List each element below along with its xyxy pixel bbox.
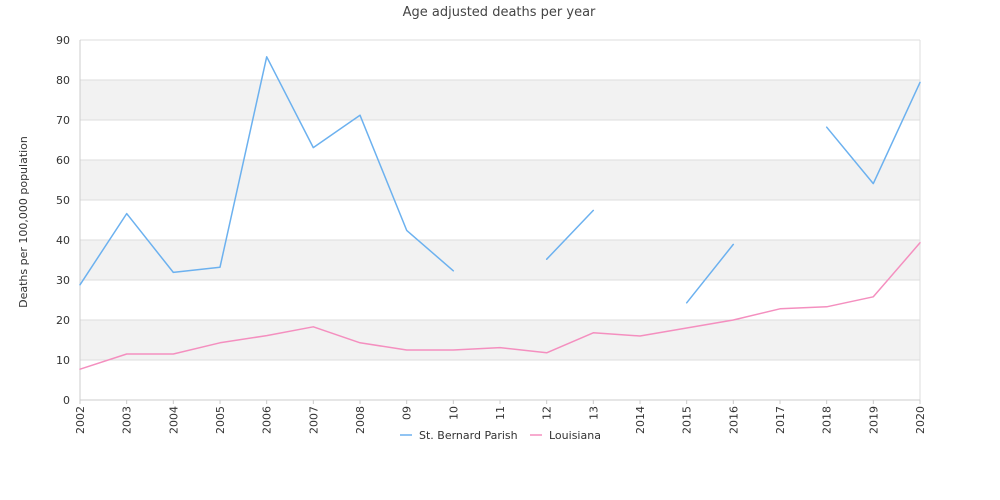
series-line-louisiana	[79, 242, 921, 370]
gridlines	[79, 39, 921, 401]
x-tick-label: 10	[447, 406, 460, 420]
x-tick-label: 2014	[634, 406, 647, 434]
grid-band	[80, 80, 920, 120]
x-tick-label: 2006	[261, 406, 274, 434]
x-tick-label: 2008	[354, 406, 367, 434]
x-tick-label: 09	[401, 406, 414, 420]
grid-band	[80, 160, 920, 200]
y-tick-label: 10	[56, 354, 70, 367]
x-tick-label: 2015	[681, 406, 694, 434]
x-axis-ticks: 2002 2003 2004 2005 2006 2007 2008 09 10 11 12 13 20…	[74, 400, 927, 434]
x-tick-label: 2007	[307, 406, 320, 434]
grid-band	[80, 40, 920, 80]
x-tick-label: 11	[494, 406, 507, 420]
y-tick-label: 80	[56, 74, 70, 87]
x-tick-label: 2019	[867, 406, 880, 434]
y-axis-label: Deaths per 100,000 population	[17, 136, 30, 308]
grid-bands	[80, 40, 920, 400]
y-tick-label: 30	[56, 274, 70, 287]
chart-title: Age adjusted deaths per year	[403, 5, 596, 20]
y-axis-ticks: 0 10 20 30 40 50 60 70 80 90	[56, 34, 70, 407]
y-tick-label: 70	[56, 114, 70, 127]
x-tick-label: 2020	[914, 406, 927, 434]
grid-band	[80, 320, 920, 360]
x-tick-label: 2005	[214, 406, 227, 434]
y-tick-label: 60	[56, 154, 70, 167]
legend-label[interactable]: Louisiana	[549, 429, 601, 442]
legend-label[interactable]: St. Bernard Parish	[419, 429, 518, 442]
y-tick-label: 40	[56, 234, 70, 247]
x-tick-label: 2004	[167, 406, 180, 434]
x-tick-label: 2017	[774, 406, 787, 434]
series-lines	[79, 56, 921, 370]
x-tick-label: 2018	[821, 406, 834, 434]
y-tick-label: 20	[56, 314, 70, 327]
y-tick-label: 50	[56, 194, 70, 207]
legend[interactable]: St. Bernard Parish Louisiana	[400, 429, 601, 442]
grid-band	[80, 120, 920, 160]
grid-band	[80, 280, 920, 320]
y-tick-label: 90	[56, 34, 70, 47]
grid-band	[80, 360, 920, 400]
series-line-st-bernard-parish	[79, 56, 921, 304]
x-tick-label: 13	[587, 406, 600, 420]
x-tick-label: 2016	[727, 406, 740, 434]
grid-band	[80, 240, 920, 280]
x-tick-label: 12	[541, 406, 554, 420]
x-tick-label: 2003	[121, 406, 134, 434]
grid-band	[80, 200, 920, 240]
y-tick-label: 0	[63, 394, 70, 407]
x-tick-label: 2002	[74, 406, 87, 434]
